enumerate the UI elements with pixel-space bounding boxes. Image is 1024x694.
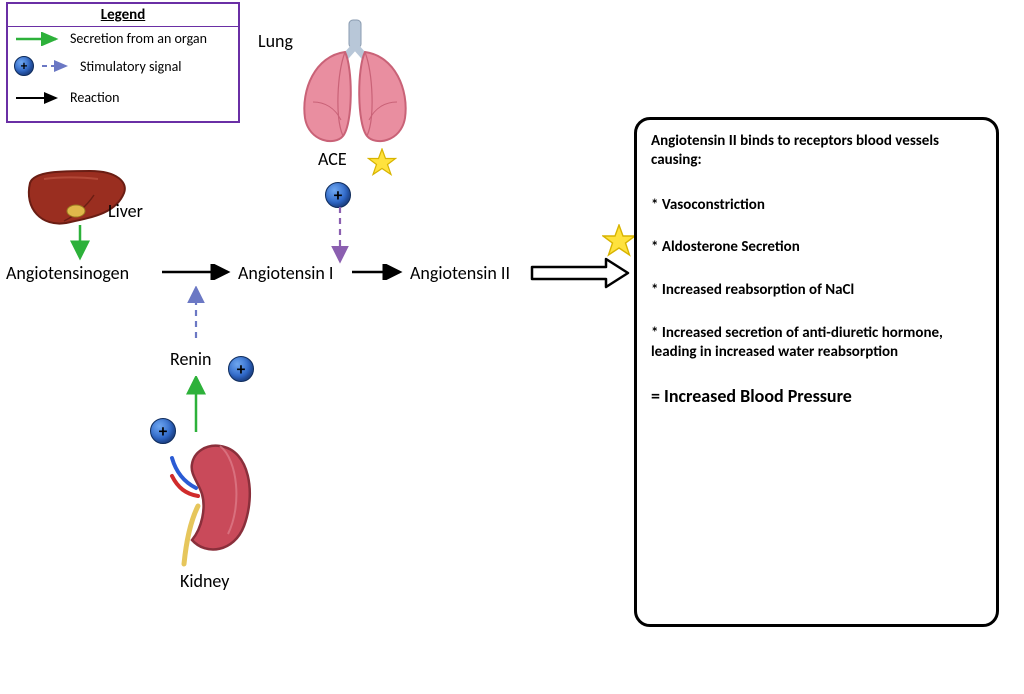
legend-title: Legend [8,4,238,27]
star-icon [602,224,636,258]
plus-icon: + [228,356,254,382]
stimulatory-arrow-icon [40,59,74,73]
plus-icon: + [14,56,34,76]
effects-item: * Vasoconstriction [651,196,982,215]
kidney-icon [162,436,257,571]
angiotensin2-label: Angiotensin II [410,262,510,284]
legend-row-secretion: Secretion from an organ [14,31,232,46]
effects-header: Angiotensin II binds to receptors blood … [651,132,982,170]
kidney-label: Kidney [180,570,229,592]
ace-arrow-icon [330,205,350,267]
legend-box: Legend Secretion from an organ + Stimula… [6,2,240,123]
liver-arrow-icon [70,223,90,263]
effects-result: = Increased Blood Pressure [651,385,982,407]
secretion-arrow-icon [14,32,64,46]
diagram-canvas: Legend Secretion from an organ + Stimula… [0,0,1024,694]
angiotensin1-label: Angiotensin I [238,262,333,284]
renin-label: Renin [170,348,211,370]
renin-arrow-icon [186,286,206,344]
legend-secretion-label: Secretion from an organ [70,31,207,46]
legend-row-reaction: Reaction [14,90,232,105]
effects-item: * Increased reabsorption of NaCl [651,281,982,300]
lung-label: Lung [258,30,293,52]
kidney-arrow-icon [186,376,206,438]
legend-reaction-label: Reaction [70,90,120,105]
effects-item: * Increased secretion of anti-diuretic h… [651,324,982,362]
legend-stimulatory-label: Stimulatory signal [80,59,182,74]
star-icon [367,148,397,178]
effects-panel: Angiotensin II binds to receptors blood … [634,117,999,627]
liver-label: Liver [108,200,143,222]
lung-icon [295,18,415,148]
effects-item: * Aldosterone Secretion [651,238,982,257]
reaction-arrow-2-icon [350,264,410,280]
reaction-arrow-1-icon [160,264,238,280]
legend-row-stimulatory: + Stimulatory signal [14,56,232,76]
output-arrow-icon [528,256,632,290]
ace-label: ACE [318,148,347,170]
angiotensinogen-label: Angiotensinogen [6,262,129,284]
reaction-arrow-icon [14,91,64,105]
